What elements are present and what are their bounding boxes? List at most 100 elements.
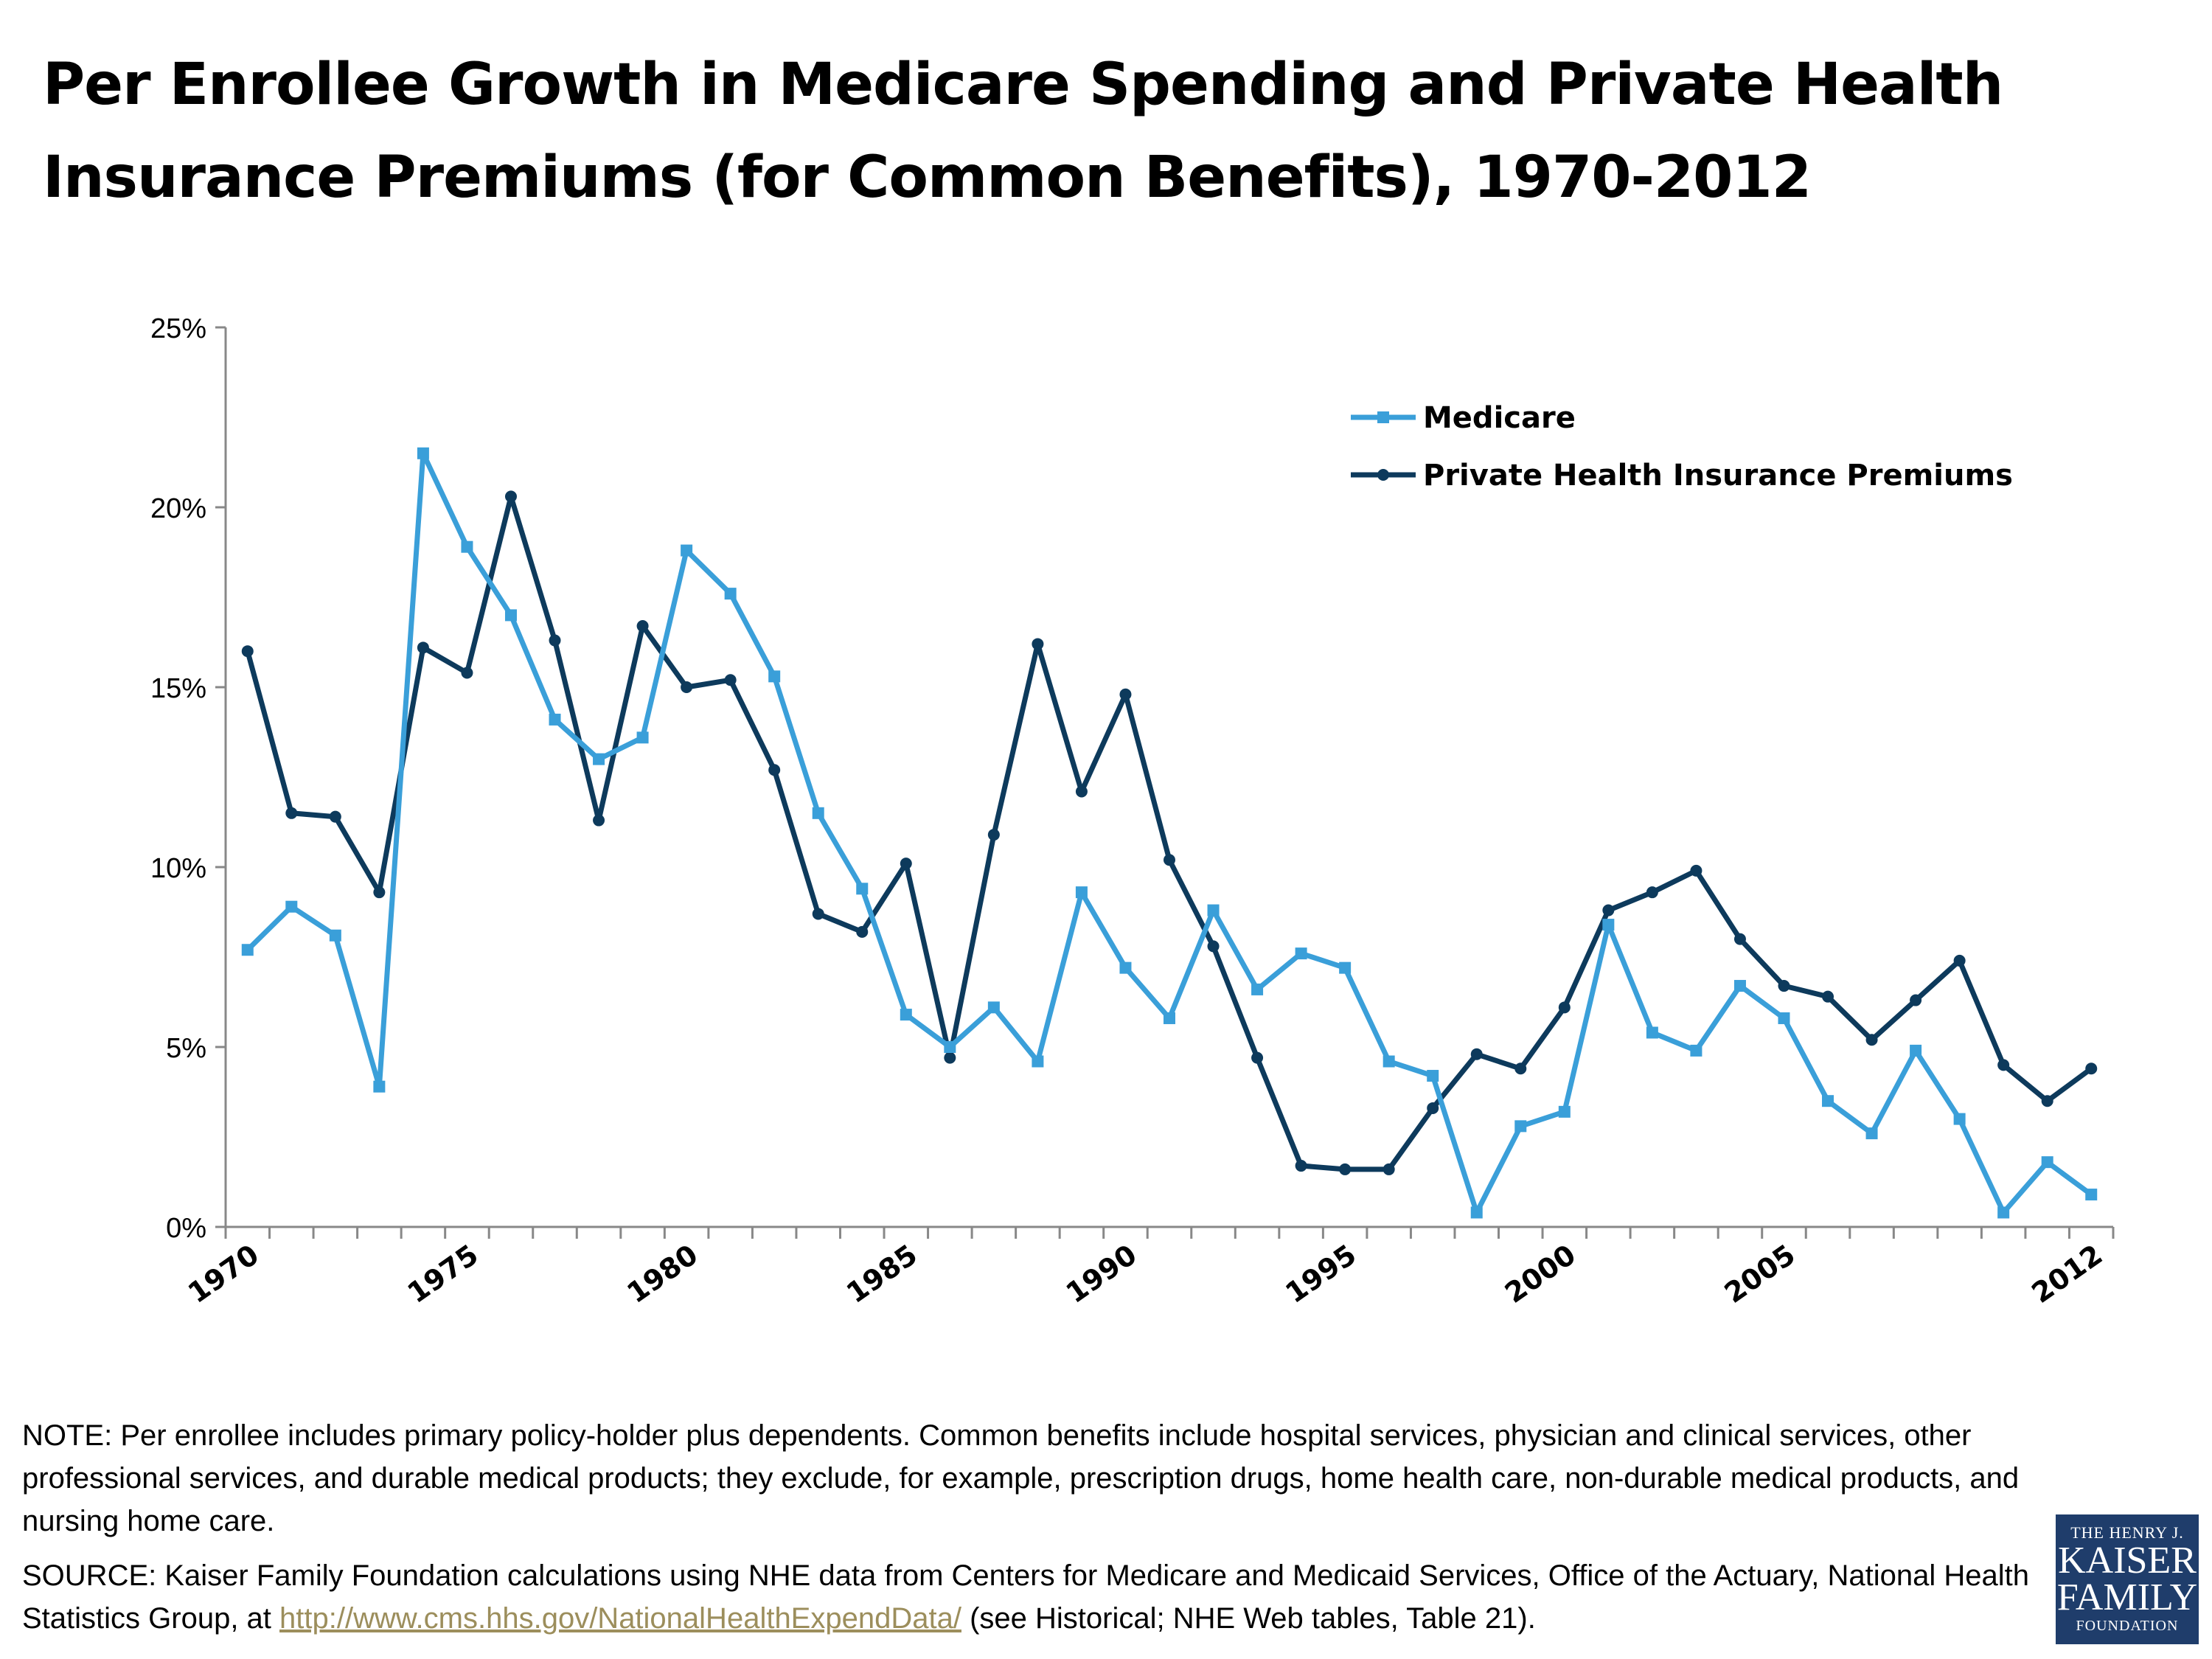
data-point xyxy=(1646,886,1658,899)
y-tick-label: 0% xyxy=(166,1213,206,1244)
logo-line-3: FAMILY xyxy=(2056,1576,2198,1618)
y-tick-label: 10% xyxy=(150,853,206,884)
y-tick-label: 5% xyxy=(166,1033,206,1064)
y-tick-label: 25% xyxy=(150,313,206,344)
x-tick-label: 1970 xyxy=(182,1238,265,1310)
data-point xyxy=(944,1051,956,1064)
data-point xyxy=(1251,983,1264,995)
data-point xyxy=(724,588,737,600)
data-point xyxy=(1427,1102,1439,1114)
data-point xyxy=(1119,688,1132,700)
line-chart: 0% 5% 10% 15% 20% 25% 1970 1975 1980 1985 1990 1995… xyxy=(150,313,2115,1310)
logo-line-2: KAISER xyxy=(2058,1540,2197,1582)
legend-swatch-marker xyxy=(1377,469,1389,481)
data-point xyxy=(2041,1156,2053,1169)
logo-line-1: THE HENRY J. xyxy=(2070,1523,2184,1542)
page-title: Per Enrollee Growth in Medicare Spending… xyxy=(43,52,2003,211)
x-tick-label: 1990 xyxy=(1060,1238,1143,1310)
data-point xyxy=(1382,1163,1395,1175)
x-tick-label: 1985 xyxy=(841,1238,923,1310)
data-point xyxy=(1251,1051,1264,1064)
chart-note: NOTE: Per enrollee includes primary poli… xyxy=(22,1419,2020,1537)
data-point xyxy=(900,858,912,870)
kaiser-family-foundation-logo: THE HENRY J. KAISER FAMILY FOUNDATION xyxy=(2056,1514,2199,1644)
data-point xyxy=(241,645,254,658)
data-point xyxy=(1382,1055,1395,1068)
data-point xyxy=(1514,1062,1527,1075)
x-tick-label: 2005 xyxy=(1719,1238,1801,1310)
data-point xyxy=(1997,1059,2010,1071)
data-point xyxy=(241,944,254,956)
data-point xyxy=(593,753,605,765)
data-point xyxy=(856,925,869,938)
data-point xyxy=(417,447,429,459)
series-line xyxy=(245,493,2093,1172)
legend-entry: Medicare xyxy=(1351,401,1576,435)
data-point xyxy=(285,900,298,913)
data-point xyxy=(593,814,605,827)
data-point xyxy=(1602,919,1615,931)
data-point xyxy=(1032,1055,1044,1068)
legend-swatch-marker xyxy=(1377,411,1389,423)
data-point xyxy=(1470,1048,1483,1060)
data-point xyxy=(549,713,561,726)
source-link[interactable]: http://www.cms.hhs.gov/NationalHealthExp… xyxy=(279,1602,961,1635)
source-suffix: (see Historical; NHE Web tables, Table 2… xyxy=(961,1602,1536,1635)
data-point xyxy=(1865,1127,1878,1140)
data-point xyxy=(987,1001,1000,1014)
data-point xyxy=(636,620,649,633)
data-point xyxy=(1778,1012,1790,1024)
data-point xyxy=(1602,904,1615,917)
data-point xyxy=(768,670,781,683)
data-point xyxy=(1470,1206,1483,1219)
data-point xyxy=(373,1080,386,1093)
data-point xyxy=(812,807,824,819)
legend-label: Private Health Insurance Premiums xyxy=(1423,459,2013,493)
data-point xyxy=(900,1009,912,1021)
data-point xyxy=(329,929,341,942)
data-point xyxy=(1427,1070,1439,1082)
data-point xyxy=(1646,1026,1658,1039)
data-point xyxy=(504,490,517,503)
data-point xyxy=(1910,994,1922,1006)
x-tick-label: 1975 xyxy=(402,1238,484,1310)
legend-entry: Private Health Insurance Premiums xyxy=(1351,459,2013,493)
y-tick-label: 20% xyxy=(150,493,206,524)
data-point xyxy=(1733,933,1746,945)
data-point xyxy=(812,908,824,920)
x-tick-label: 2000 xyxy=(1499,1238,1582,1310)
data-point xyxy=(329,810,341,823)
data-point xyxy=(1997,1206,2010,1219)
data-point xyxy=(1865,1034,1878,1046)
data-point xyxy=(1075,886,1088,899)
data-point xyxy=(987,829,1000,841)
data-point xyxy=(549,634,561,647)
data-point xyxy=(1690,1044,1703,1057)
data-point xyxy=(1164,854,1175,866)
data-point xyxy=(2085,1062,2098,1075)
data-point xyxy=(1690,864,1703,877)
series-line xyxy=(246,451,2093,1215)
data-point xyxy=(373,886,386,899)
series-medicare xyxy=(241,447,2098,1219)
chart-axes: 0% 5% 10% 15% 20% 25% 1970 1975 1980 1985 1990 1995… xyxy=(150,313,2115,1310)
data-point xyxy=(461,667,473,679)
data-point xyxy=(724,674,737,686)
data-point xyxy=(636,731,649,744)
data-point xyxy=(1558,1105,1571,1118)
data-point xyxy=(1207,904,1220,917)
data-point xyxy=(2041,1095,2053,1107)
data-point xyxy=(1910,1044,1922,1057)
data-point xyxy=(856,883,869,895)
x-tick-label: 1980 xyxy=(621,1238,703,1310)
chart-series xyxy=(241,447,2098,1219)
data-point xyxy=(944,1041,956,1053)
data-point xyxy=(768,764,781,776)
data-point xyxy=(1953,1113,1966,1125)
data-point xyxy=(417,641,429,654)
logo-line-4: FOUNDATION xyxy=(2076,1618,2179,1634)
data-point xyxy=(1514,1120,1527,1133)
source-prefix: SOURCE: Kaiser Family Foundation calcula… xyxy=(22,1559,2029,1635)
data-point xyxy=(461,540,473,553)
data-point xyxy=(1339,961,1352,974)
